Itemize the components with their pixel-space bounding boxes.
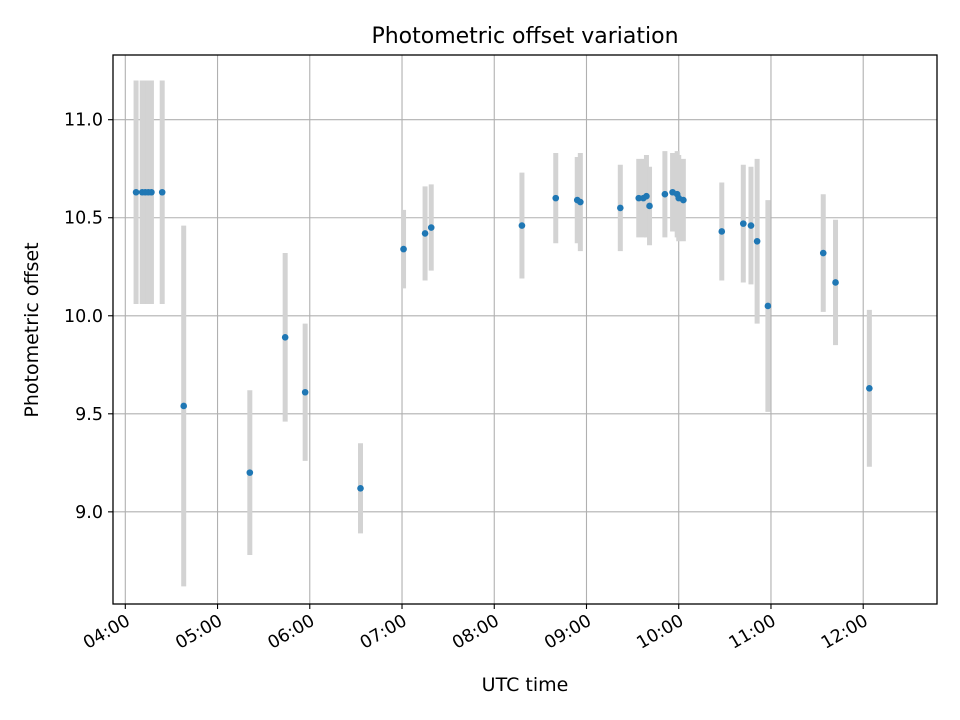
data-point [747, 222, 755, 229]
data-point [552, 194, 560, 202]
data-point [643, 192, 650, 200]
data-points [132, 188, 873, 492]
x-axis-ticks: 04:00 05:00 06:00 07:00 08:00 09:00 10:00 11:00… [80, 604, 872, 654]
data-point [819, 249, 827, 257]
y-tick-label: 9.5 [75, 405, 103, 425]
data-point [421, 230, 429, 237]
data-point [577, 198, 584, 206]
grid-lines [113, 55, 937, 604]
y-tick-label: 10.5 [64, 209, 103, 229]
y-axis-ticks: 9.0 9.5 10.0 10.5 11.0 [64, 111, 113, 523]
data-point [739, 220, 747, 227]
x-tick-label: 12:00 [818, 611, 872, 654]
data-point [866, 385, 873, 392]
y-axis-label: Photometric offset [21, 242, 43, 417]
x-tick-label: 10:00 [634, 611, 688, 654]
plot-area-frame [112, 54, 938, 605]
data-point [357, 485, 364, 492]
data-point [518, 222, 526, 229]
x-tick-label: 07:00 [357, 611, 411, 654]
data-point [180, 402, 188, 410]
data-point [158, 188, 166, 196]
data-point [764, 302, 772, 310]
data-point [132, 188, 140, 196]
data-point [646, 202, 653, 210]
x-tick-label: 04:00 [80, 611, 134, 654]
x-tick-label: 11:00 [726, 611, 780, 654]
y-tick-label: 9.0 [75, 503, 103, 523]
data-point [832, 279, 839, 286]
data-point [281, 334, 289, 341]
data-point [246, 469, 254, 476]
y-tick-label: 10.0 [64, 307, 103, 327]
data-point [301, 388, 309, 396]
x-tick-label: 09:00 [541, 611, 595, 654]
data-point [635, 194, 643, 202]
data-point [718, 228, 726, 235]
chart-title: Photometric offset variation [371, 24, 678, 49]
x-tick-label: 06:00 [265, 611, 319, 654]
y-tick-label: 11.0 [64, 111, 103, 131]
data-point [661, 190, 669, 198]
data-point [753, 237, 761, 245]
x-axis-label: UTC time [482, 674, 569, 696]
error-bars [133, 80, 872, 587]
x-tick-label: 05:00 [172, 611, 226, 654]
data-point [400, 245, 407, 253]
data-point [680, 196, 687, 204]
data-point [427, 224, 435, 231]
data-point [617, 204, 624, 212]
data-point [148, 188, 155, 196]
x-tick-label: 08:00 [449, 611, 503, 654]
